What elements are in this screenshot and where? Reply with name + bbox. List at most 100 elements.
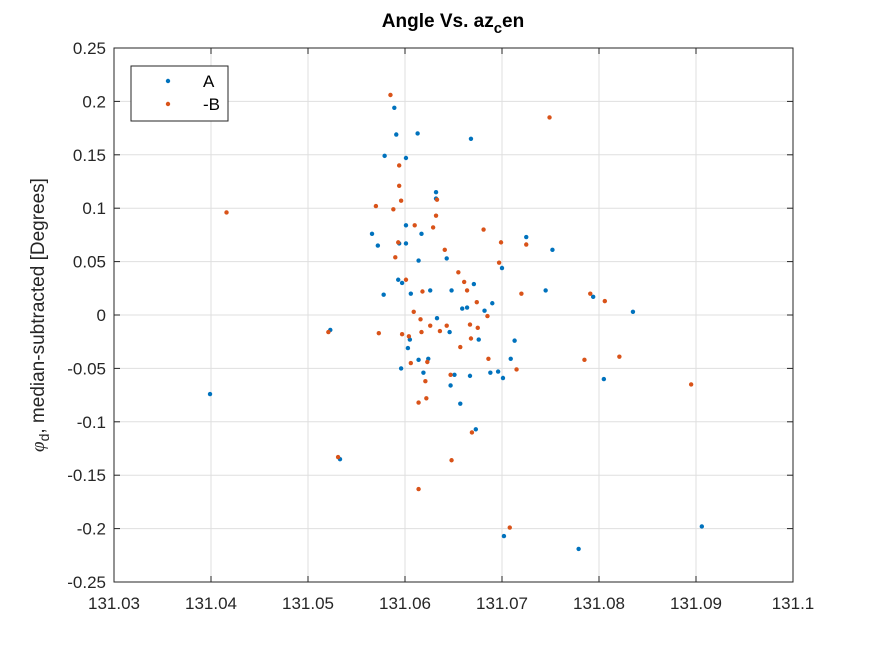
data-point xyxy=(507,525,512,530)
chart-title: Angle Vs. azcen xyxy=(382,11,524,37)
data-point xyxy=(543,288,548,293)
data-point xyxy=(508,356,513,361)
data-point xyxy=(406,334,412,339)
data-point xyxy=(416,400,421,405)
data-point xyxy=(369,231,375,237)
legend-label-a: A xyxy=(203,72,215,91)
data-point xyxy=(499,265,505,271)
data-point xyxy=(326,329,331,335)
y-tick-label: 0.15 xyxy=(73,146,106,165)
data-point xyxy=(514,367,519,372)
x-tick-label: 131.08 xyxy=(573,594,625,613)
data-point xyxy=(461,279,467,285)
data-point xyxy=(408,360,414,366)
data-point xyxy=(415,131,420,136)
data-point xyxy=(391,207,396,212)
series-a xyxy=(207,105,705,552)
data-point xyxy=(448,372,453,378)
data-point xyxy=(486,356,491,361)
data-point xyxy=(207,391,213,397)
data-point xyxy=(335,454,341,460)
data-point xyxy=(476,337,481,342)
x-tick-label: 131.05 xyxy=(282,594,334,613)
data-point xyxy=(452,372,457,378)
data-point xyxy=(501,533,507,539)
data-point xyxy=(376,330,382,336)
x-tick-label: 131.04 xyxy=(185,594,237,613)
data-point xyxy=(418,317,423,322)
data-point xyxy=(471,281,477,287)
x-tick-labels: 131.03 131.04 131.05 131.06 131.07 131.08 131.… xyxy=(88,594,814,613)
data-point xyxy=(416,357,421,363)
data-point xyxy=(381,292,386,297)
data-point xyxy=(550,247,555,253)
y-tick-label: -0.2 xyxy=(77,520,106,539)
y-tick-label: 0 xyxy=(97,306,106,325)
data-point xyxy=(394,132,399,137)
data-point xyxy=(396,183,402,188)
data-point xyxy=(601,376,607,382)
data-point xyxy=(416,258,421,263)
data-point xyxy=(590,294,596,300)
data-point xyxy=(434,197,440,202)
data-point xyxy=(699,524,705,529)
data-point xyxy=(419,231,424,237)
data-point xyxy=(464,288,470,293)
data-point xyxy=(464,305,470,310)
y-axis-label: φd, median-subtracted [Degrees] xyxy=(28,178,52,452)
x-tick-label: 131.03 xyxy=(88,594,140,613)
data-point xyxy=(588,291,593,296)
data-point xyxy=(467,373,473,379)
data-point xyxy=(408,291,414,296)
data-point xyxy=(458,344,463,350)
data-point xyxy=(434,316,440,321)
data-point xyxy=(433,189,439,195)
data-point xyxy=(488,370,493,375)
data-point xyxy=(399,332,405,337)
legend-box xyxy=(130,65,229,122)
legend-marker-a xyxy=(165,78,171,84)
data-point xyxy=(399,280,405,286)
data-point xyxy=(444,323,449,328)
data-point xyxy=(411,309,416,314)
data-point xyxy=(473,427,479,432)
data-point xyxy=(500,375,506,381)
legend-label-b: -B xyxy=(203,95,220,114)
data-point xyxy=(433,213,439,218)
data-point xyxy=(617,354,622,359)
data-point xyxy=(393,255,398,260)
y-tick-label: 0.25 xyxy=(73,39,106,58)
x-tick-label: 131.07 xyxy=(476,594,528,613)
data-point xyxy=(423,379,428,384)
data-point xyxy=(496,260,502,265)
data-point xyxy=(396,163,402,168)
data-point xyxy=(512,338,517,343)
data-point xyxy=(688,382,694,387)
data-point xyxy=(576,546,581,552)
data-point xyxy=(430,225,436,230)
data-point xyxy=(498,240,504,245)
data-point xyxy=(420,289,425,294)
series-b xyxy=(224,92,694,530)
data-point xyxy=(424,396,429,401)
data-point xyxy=(382,153,387,159)
data-point xyxy=(444,256,449,261)
data-points xyxy=(207,92,705,552)
data-point xyxy=(388,92,393,98)
data-point xyxy=(519,291,524,296)
data-point xyxy=(403,241,409,246)
y-tick-label: -0.25 xyxy=(67,573,106,592)
data-point xyxy=(458,401,463,406)
data-point xyxy=(421,370,426,375)
y-tick-label: -0.05 xyxy=(67,359,106,378)
data-point xyxy=(524,234,529,240)
legend-marker-b xyxy=(165,101,171,107)
y-tick-label: 0.05 xyxy=(73,253,106,272)
data-point xyxy=(428,323,433,328)
legend[interactable]: A -B xyxy=(130,65,229,122)
data-point xyxy=(475,325,480,331)
data-point xyxy=(630,309,636,314)
data-point xyxy=(419,329,424,335)
data-point xyxy=(398,198,404,203)
